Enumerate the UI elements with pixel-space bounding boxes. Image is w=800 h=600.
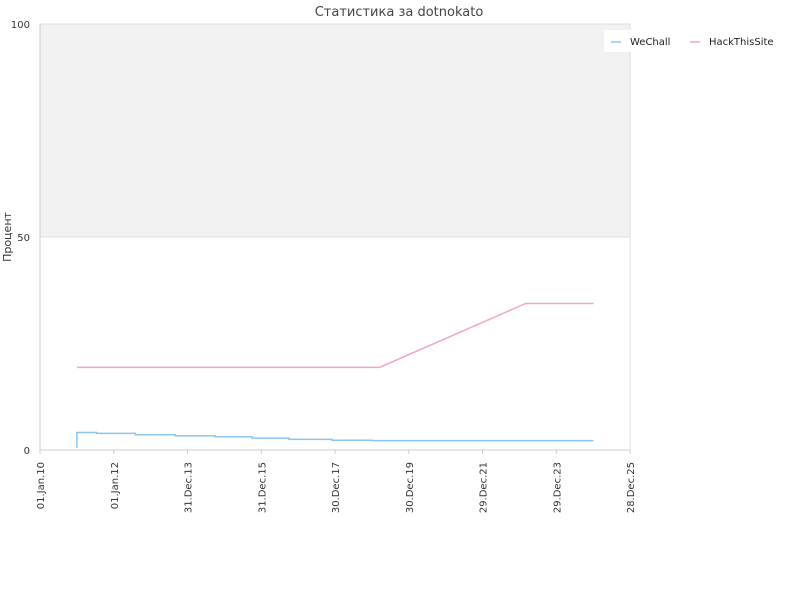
x-tick-label: 30.Dec.17 bbox=[331, 462, 342, 513]
x-tick-label: 01.Jan.10 bbox=[36, 462, 47, 509]
legend-label: HackThisSite bbox=[709, 37, 774, 48]
x-tick-label: 28.Dec.25 bbox=[626, 462, 637, 513]
x-tick-label: 30.Dec.19 bbox=[405, 462, 416, 513]
y-tick-label: 0 bbox=[24, 446, 30, 457]
legend-box bbox=[604, 30, 784, 52]
series-line-wechall bbox=[76, 431, 594, 448]
x-tick-label: 31.Dec.13 bbox=[184, 462, 195, 513]
chart-title: Статистика за dotnokato bbox=[315, 5, 484, 20]
y-tick-label: 100 bbox=[11, 20, 30, 31]
plot-band-upper bbox=[40, 24, 630, 237]
legend-label: WeChall bbox=[630, 37, 670, 48]
x-tick-label: 31.Dec.15 bbox=[257, 462, 268, 513]
series-line-hackthissite bbox=[76, 302, 594, 369]
x-tick-label: 01.Jan.12 bbox=[110, 462, 121, 509]
y-tick-label: 50 bbox=[17, 233, 30, 244]
x-tick-label: 29.Dec.23 bbox=[552, 462, 563, 513]
x-tick-label: 29.Dec.21 bbox=[479, 462, 490, 513]
y-axis-label: Процент bbox=[1, 211, 14, 261]
